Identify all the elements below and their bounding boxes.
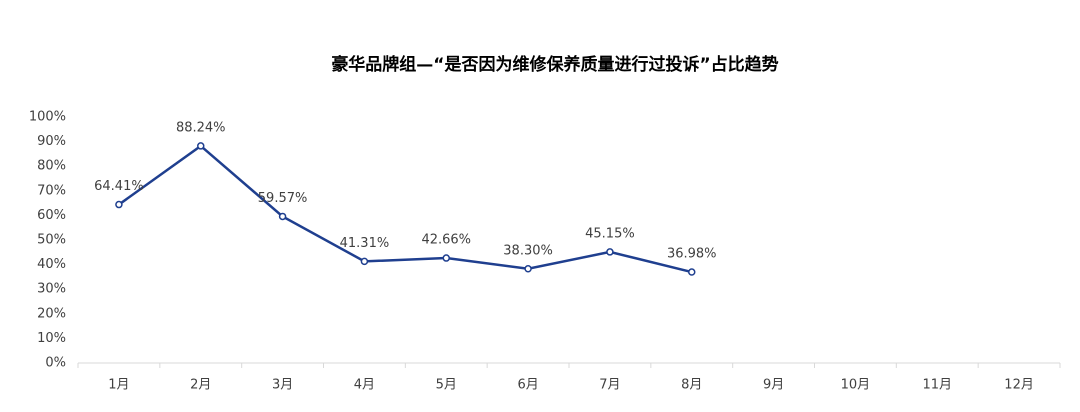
data-label: 64.41% — [94, 179, 144, 194]
point-marker — [278, 212, 287, 221]
data-label: 41.31% — [340, 236, 390, 251]
series-line — [118, 144, 693, 274]
y-tick-label: 70% — [37, 183, 66, 198]
y-tick-label: 0% — [45, 356, 66, 371]
x-tick-label: 8月 — [681, 378, 702, 393]
point-marker — [442, 254, 450, 262]
x-tick-label: 9月 — [763, 378, 784, 393]
data-label: 36.98% — [667, 247, 717, 262]
data-label: 59.57% — [258, 191, 308, 206]
y-tick-label: 100% — [29, 110, 66, 125]
x-tick-label: 3月 — [272, 378, 293, 393]
y-tick-label: 50% — [37, 233, 66, 248]
data-label: 45.15% — [585, 226, 635, 241]
data-label: 88.24% — [176, 120, 226, 135]
x-tick-label: 4月 — [354, 378, 375, 393]
chart-title: 豪华品牌组—“是否因为维修保养质量进行过投诉”占比趋势 — [331, 54, 778, 75]
data-label: 42.66% — [421, 233, 471, 248]
y-tick-label: 90% — [37, 134, 66, 149]
point-marker — [360, 257, 369, 266]
point-marker — [197, 142, 205, 150]
x-tick-label: 11月 — [922, 378, 952, 393]
point-marker — [606, 248, 614, 256]
x-tick-label: 6月 — [517, 378, 538, 393]
point-marker — [524, 265, 532, 273]
point-marker — [688, 268, 696, 276]
point-marker — [115, 200, 123, 209]
y-tick-label: 10% — [37, 331, 66, 346]
y-tick-label: 80% — [37, 159, 66, 174]
x-tick-label: 10月 — [841, 378, 871, 393]
y-tick-label: 40% — [37, 257, 66, 272]
x-tick-label: 2月 — [190, 378, 211, 393]
data-label: 38.30% — [503, 243, 553, 258]
y-tick-label: 30% — [37, 282, 66, 297]
y-tick-label: 60% — [37, 208, 66, 223]
y-tick-label: 20% — [37, 306, 66, 321]
x-tick-label: 1月 — [108, 378, 129, 393]
x-tick-label: 12月 — [1004, 378, 1034, 393]
x-tick-label: 7月 — [599, 378, 620, 393]
x-tick-label: 5月 — [436, 378, 457, 393]
